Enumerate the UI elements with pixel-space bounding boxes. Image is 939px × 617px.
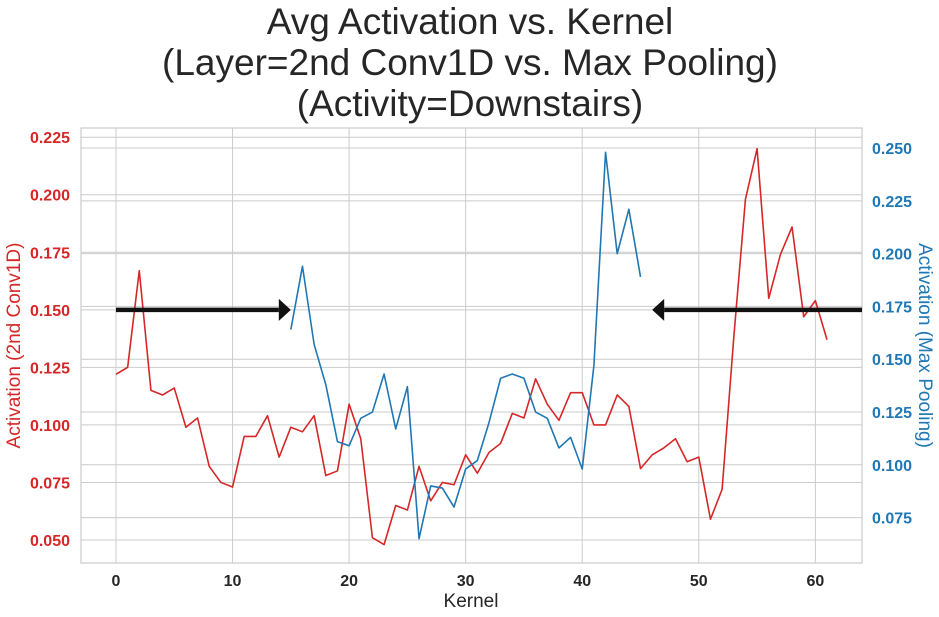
x-tick-label: 40 [573,573,591,590]
annotation-arrows [115,298,862,321]
x-tick-label: 50 [690,573,708,590]
left-y-tick-label: 0.150 [30,303,70,320]
grid-lines [81,128,862,563]
right-y-tick-label: 0.175 [872,299,912,316]
right-y-tick-label: 0.225 [872,194,912,211]
x-axis-ticks: 0 10 20 30 40 50 60 [112,573,825,590]
chart-title-line-1: Avg Activation vs. Kernel [267,1,674,42]
left-y-tick-label: 0.050 [30,533,70,550]
right-y-axis-label: Activation (Max Pooling) [914,243,935,448]
conv1d-series-line [115,147,828,546]
x-axis-label: Kernel [444,591,499,612]
plot-frame [80,127,863,564]
maxpool-series-line [290,151,642,540]
left-y-tick-label: 0.125 [30,360,70,377]
x-tick-label: 60 [806,573,824,590]
right-y-tick-label: 0.125 [872,405,912,422]
right-y-axis-ticks: 0.075 0.100 0.125 0.150 0.175 0.200 0.225 0.250 [872,141,912,528]
left-y-tick-label: 0.175 [30,245,70,262]
x-tick-label: 30 [457,573,475,590]
x-tick-label: 10 [224,573,242,590]
x-tick-label: 0 [112,573,121,590]
annotation-arrow-head [652,298,665,321]
left-y-tick-label: 0.200 [30,188,70,205]
left-y-tick-label: 0.075 [30,475,70,492]
left-y-axis-ticks: 0.050 0.075 0.100 0.125 0.150 0.175 0.200 0.225 [30,130,70,550]
x-tick-label: 20 [340,573,358,590]
chart-title: Avg Activation vs. Kernel (Layer=2nd Con… [162,1,778,124]
left-y-axis-label: Activation (2nd Conv1D) [4,243,25,449]
right-y-tick-label: 0.250 [872,141,912,158]
right-y-tick-label: 0.100 [872,458,912,475]
annotation-arrow-head [278,298,291,321]
left-y-tick-label: 0.100 [30,418,70,435]
right-y-tick-label: 0.075 [872,511,912,528]
right-y-tick-label: 0.150 [872,352,912,369]
chart-title-line-2: (Layer=2nd Conv1D vs. Max Pooling) [162,42,778,83]
chart-title-line-3: (Activity=Downstairs) [297,83,643,124]
left-y-tick-label: 0.225 [30,130,70,147]
right-y-tick-label: 0.200 [872,247,912,264]
series-lines [115,147,828,546]
